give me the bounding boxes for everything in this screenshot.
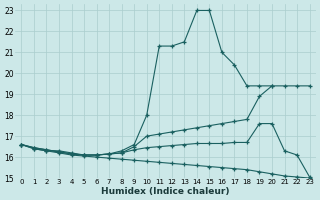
X-axis label: Humidex (Indice chaleur): Humidex (Indice chaleur) xyxy=(101,187,230,196)
